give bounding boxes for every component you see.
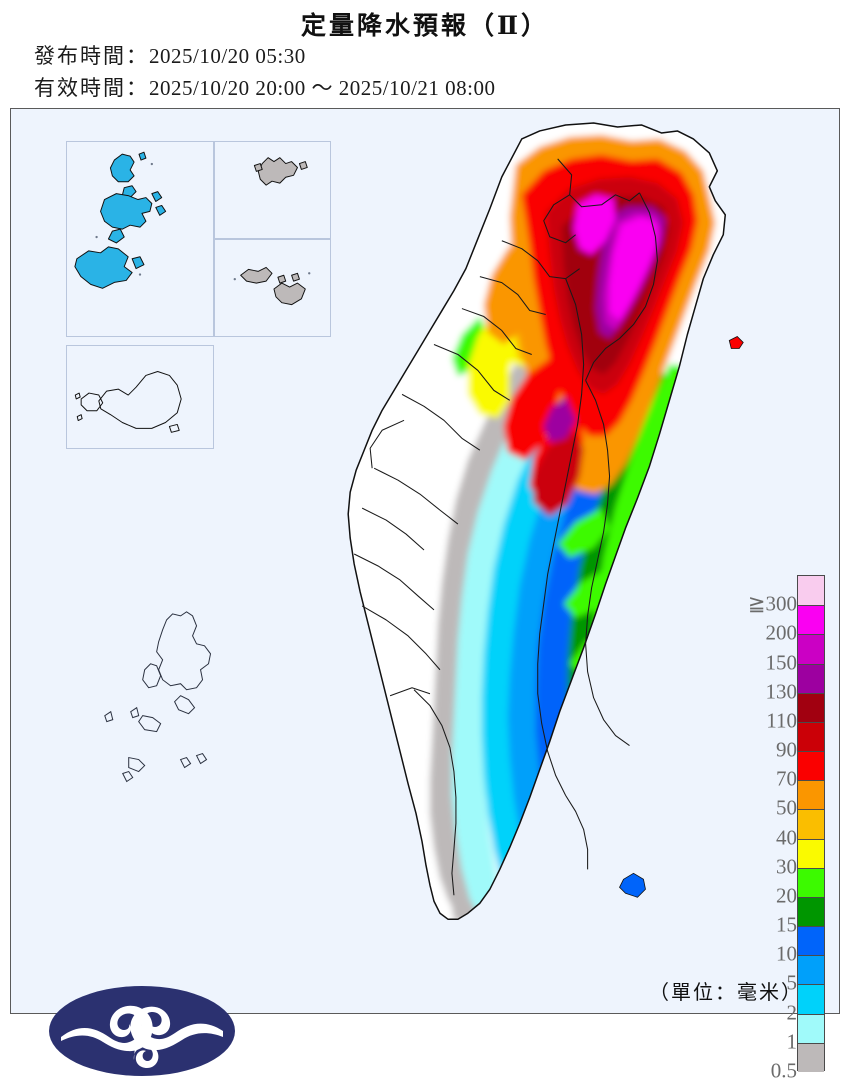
matsu-inset-map xyxy=(253,157,308,186)
issue-time-line: 發布時間：2025/10/20 05:30 xyxy=(34,40,306,70)
legend-band-200 xyxy=(798,605,824,635)
legend-tick-130: 130 xyxy=(765,679,798,704)
page-title: 定量降水預報（Ⅱ） xyxy=(300,11,550,40)
legend-tick-0.5: 0.5 xyxy=(770,1058,797,1083)
legend-unit-label: （單位：毫米） xyxy=(649,980,803,1004)
cwa-logo-mark xyxy=(49,986,235,1076)
valid-time-line: 有效時間：2025/10/20 20:00 ～ 2025/10/21 08:00 xyxy=(34,72,496,102)
matsu-inset xyxy=(214,141,331,239)
legend-band-40 xyxy=(798,809,824,839)
legend-band-90 xyxy=(798,721,824,752)
taiwan-coastline xyxy=(347,122,727,920)
legend-tick-2: 2 xyxy=(786,1000,798,1025)
legend-tick-30: 30 xyxy=(776,854,797,879)
legend-band-10 xyxy=(798,926,824,956)
map-frame: ≧300 200 150 130 110 90 70 50 40 30 20 15 10 5 2 1 0.5 （… xyxy=(10,108,840,1081)
legend-band-1 xyxy=(798,1013,824,1043)
legend-tick-110: 110 xyxy=(766,708,797,733)
legend-band-20 xyxy=(798,867,824,897)
legend-tick-20: 20 xyxy=(776,883,797,908)
legend-tick-5: 5 xyxy=(786,970,798,995)
legend-tick-200: 200 xyxy=(765,620,798,645)
legend-band-130 xyxy=(798,663,824,693)
penghu-inset-map xyxy=(74,151,167,289)
taiwan-precipitation-map xyxy=(11,109,839,1013)
legend-band-50 xyxy=(798,780,824,810)
penghu-inset xyxy=(66,141,214,337)
valid-time-label: 有效時間： xyxy=(34,76,149,100)
legend-tick-10: 10 xyxy=(776,941,797,966)
legend-tick-15: 15 xyxy=(776,912,797,937)
dongsha-inset xyxy=(66,345,214,449)
county-borders xyxy=(353,158,658,896)
issue-time-value: 2025/10/20 05:30 xyxy=(149,44,306,68)
offshore-islands xyxy=(619,336,744,898)
legend-band-110 xyxy=(798,692,824,722)
legend-band-15 xyxy=(798,896,824,927)
legend-band-30 xyxy=(798,838,824,868)
legend-tick-70: 70 xyxy=(776,766,797,791)
legend-tick-≧300: ≧300 xyxy=(747,591,797,616)
cwa-logo xyxy=(47,983,237,1079)
legend-band-≧300 xyxy=(798,576,824,606)
legend-band-70 xyxy=(798,751,824,781)
legend-band-2 xyxy=(798,984,824,1014)
precipitation-legend: ≧300 200 150 130 110 90 70 50 40 30 20 15 10 5 2 1 0.5 xyxy=(748,575,840,1081)
legend-band-0.5 xyxy=(798,1042,824,1072)
legend-tick-150: 150 xyxy=(765,650,798,675)
legend-band-150 xyxy=(798,634,824,664)
green-island xyxy=(619,872,646,898)
legend-tick-90: 90 xyxy=(776,737,797,762)
legend-tick-1: 1 xyxy=(786,1029,798,1054)
penghu-islands-main xyxy=(104,611,212,783)
page-header: 定量降水預報（Ⅱ） 發布時間：2025/10/20 05:30 有效時間：202… xyxy=(0,0,850,108)
kinmen-inset xyxy=(214,239,331,337)
legend-tick-40: 40 xyxy=(776,825,797,850)
valid-time-value: 2025/10/20 20:00 ～ 2025/10/21 08:00 xyxy=(149,76,496,100)
dongsha-inset-map xyxy=(74,371,182,433)
issue-time-label: 發布時間： xyxy=(34,44,149,68)
legend-band-5 xyxy=(798,955,824,985)
kinmen-inset-map xyxy=(233,266,311,306)
legend-tick-50: 50 xyxy=(776,795,797,820)
